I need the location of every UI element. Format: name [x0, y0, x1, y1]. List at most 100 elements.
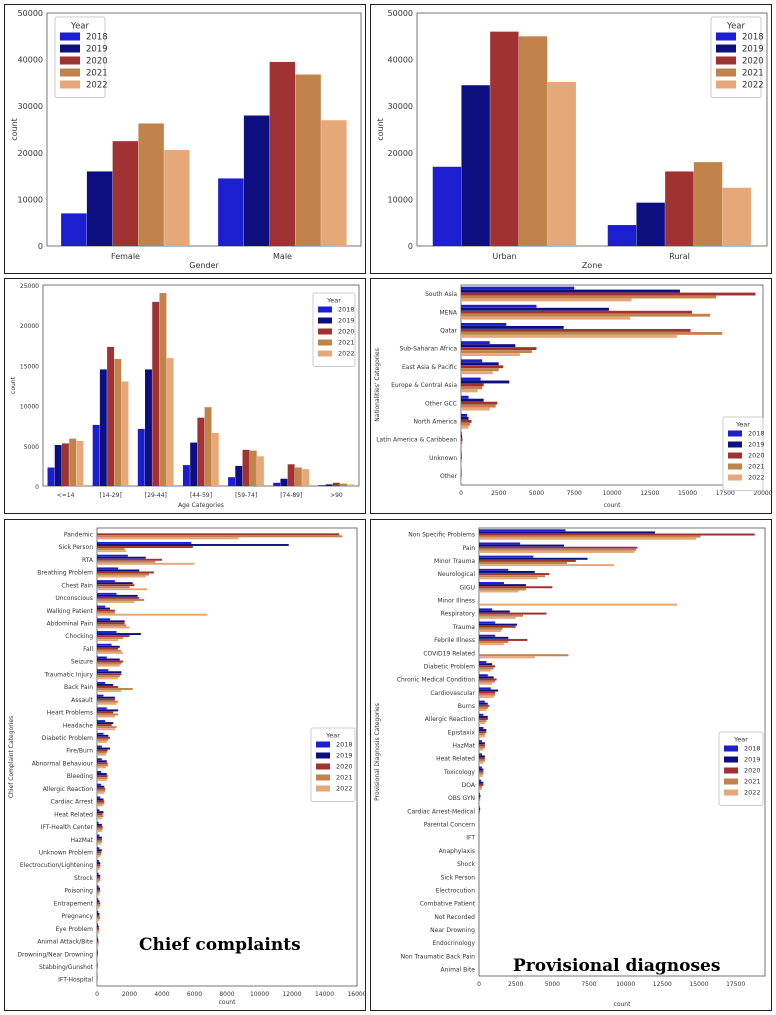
- x-tick-label: 5000: [545, 981, 560, 988]
- x-tick-label: 2000: [122, 991, 137, 998]
- bar-electrocution-lightening-2021: [97, 866, 101, 869]
- bar-14-2019: [54, 444, 62, 486]
- x-tick-label: [44-59]: [190, 492, 212, 499]
- y-tick-label: 40000: [18, 56, 43, 65]
- bar-29-44-2022: [166, 358, 174, 486]
- bar-male-2022: [321, 120, 347, 246]
- bar-walking-patient-2018: [97, 605, 106, 608]
- bar-pain-2019: [479, 544, 565, 547]
- bar-allergic-reaction-2021: [479, 720, 487, 723]
- y-tick-label: Chocking: [65, 633, 93, 640]
- x-axis-title: Gender: [189, 261, 219, 270]
- x-tick-label: 7500: [567, 490, 582, 497]
- y-tick-label: Diabetic Problem: [424, 663, 475, 670]
- bar-other-gcc-2022: [461, 407, 490, 411]
- bar-back-pain-2019: [97, 683, 114, 686]
- bar-fire-burn-2018: [97, 745, 102, 748]
- bar-eye-problem-2019: [97, 925, 99, 928]
- bar-fire-burn-2021: [97, 751, 107, 754]
- bar-90-2021: [340, 483, 347, 486]
- bar-allergic-reaction-2020: [479, 718, 488, 721]
- bar-cardiac-arrest-medical-2019: [479, 808, 481, 811]
- y-tick-label: Pain: [463, 545, 476, 552]
- bar-electrocution-lightening-2018: [97, 860, 99, 862]
- bar-bleeding-2021: [97, 777, 108, 780]
- bar-electrocution-lightening-2022: [97, 868, 100, 871]
- bar-29-44-2018: [137, 428, 145, 486]
- y-tick-label: Cardiac Arrest-Medical: [407, 808, 475, 815]
- bar-14-29-2020: [107, 346, 115, 486]
- legend-swatch-2021: [316, 774, 330, 781]
- legend-label-2019: 2019: [742, 45, 764, 55]
- bar-walking-patient-2019: [97, 607, 110, 610]
- bar-gigu-2018: [479, 582, 504, 585]
- bar-diabetic-problem-2020: [479, 665, 496, 668]
- legend-swatch-2022: [728, 474, 742, 481]
- bar-toxicology-2020: [479, 770, 484, 773]
- y-tick-label: IFT-Hospital: [58, 977, 93, 984]
- bar-abnormal-behaviour-2019: [97, 760, 107, 763]
- bar-breathing-problem-2022: [97, 575, 146, 578]
- bar-chronic-medical-condition-2018: [479, 674, 488, 677]
- legend-label-2018: 2018: [338, 306, 355, 314]
- x-axis-title: Zone: [582, 261, 602, 270]
- bar-febrile-illness-2021: [479, 641, 509, 644]
- bar-respiratory-2021: [479, 614, 523, 617]
- y-tick-label: Other GCC: [425, 400, 457, 407]
- bar-diabetic-problem-2020: [97, 736, 110, 739]
- bar-entrapement-2022: [97, 906, 100, 909]
- bar-74-89-2019: [280, 478, 288, 486]
- bar-latin-america-caribbean-2021: [461, 441, 463, 444]
- chart-annotation: Chief complaints: [139, 935, 301, 955]
- bar-toxicology-2022: [479, 774, 483, 777]
- bar-44-59-2022: [211, 432, 219, 486]
- bar-ift-health-center-2021: [97, 827, 103, 830]
- x-tick-label: 15000: [678, 490, 697, 497]
- bar-pain-2021: [479, 548, 636, 551]
- bar-rural-2019: [636, 202, 665, 246]
- bar-traumatic-injury-2021: [97, 675, 120, 678]
- bar-heat-related-2018: [97, 809, 100, 812]
- x-tick-label: 0: [95, 991, 99, 998]
- bar-strock-2018: [97, 872, 99, 875]
- legend-swatch-2020: [716, 56, 736, 65]
- legend-label-2019: 2019: [748, 441, 765, 449]
- bar-breathing-problem-2018: [97, 567, 119, 570]
- legend-label-2021: 2021: [748, 463, 765, 471]
- bar-unknown-problem-2018: [97, 847, 100, 850]
- bar-neurological-2019: [479, 570, 535, 573]
- bar-gigu-2022: [479, 590, 519, 593]
- y-tick-label: South Asia: [425, 291, 457, 298]
- legend-label-2021: 2021: [86, 69, 108, 79]
- bar-59-74-2021: [249, 450, 257, 486]
- legend-label-2018: 2018: [336, 741, 353, 749]
- y-tick-label: 40000: [388, 56, 413, 65]
- bar-bleeding-2022: [97, 779, 107, 782]
- y-tick-label: 10000: [20, 404, 39, 411]
- x-tick-label: [59-74]: [235, 492, 257, 499]
- bar-abnormal-behaviour-2018: [97, 758, 102, 761]
- bar-chocking-2020: [97, 635, 130, 638]
- bar-14-2018: [47, 467, 55, 486]
- bar-heat-related-2021: [479, 759, 485, 762]
- bar-east-asia-pacific-2022: [461, 371, 493, 375]
- bar-diabetic-problem-2018: [97, 732, 104, 735]
- bar-diabetic-problem-2022: [479, 669, 491, 672]
- bar-assault-2020: [97, 698, 115, 701]
- bar-seizure-2019: [97, 658, 120, 661]
- bar-44-59-2018: [182, 465, 190, 486]
- bar-respiratory-2022: [479, 616, 516, 619]
- bar-90-2022: [347, 484, 355, 486]
- bar-entrapement-2020: [97, 902, 101, 905]
- bar-poisoning-2022: [97, 893, 100, 896]
- y-tick-label: Qatar: [440, 328, 457, 335]
- bar-latin-america-caribbean-2019: [461, 435, 463, 438]
- bar-minor-trauma-2018: [479, 555, 534, 558]
- bar-qatar-2019: [461, 325, 564, 329]
- bar-mena-2019: [461, 307, 609, 311]
- bar-chronic-medical-condition-2022: [479, 682, 493, 685]
- bar-non-specific-problems-2021: [479, 535, 701, 538]
- y-tick-label: Electrocution: [436, 887, 476, 894]
- bar-epistaxix-2020: [479, 731, 487, 734]
- x-tick-label: 10000: [602, 490, 621, 497]
